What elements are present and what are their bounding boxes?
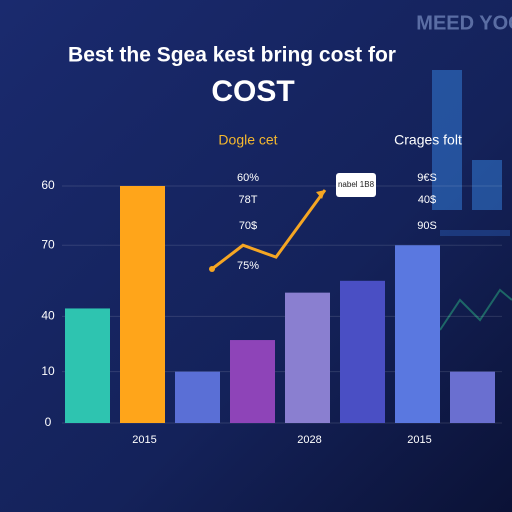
bar [395, 245, 440, 423]
line-point [209, 265, 215, 272]
background-text: MEED YOG [416, 12, 512, 34]
y-tick-label: 60 [41, 178, 55, 192]
y-tick-label: 10 [41, 364, 55, 378]
bar [285, 292, 330, 423]
x-tick-label: 2015 [132, 434, 156, 446]
bar [175, 371, 220, 423]
annotation: 78T [239, 194, 258, 206]
annotation-box [336, 173, 376, 197]
bar [230, 340, 275, 423]
annotation: nabel 1B8 [338, 180, 375, 189]
line-series [211, 189, 327, 271]
x-tick-label: 2028 [297, 434, 321, 446]
line-arrow [316, 189, 325, 199]
legend-entry: Dogle cet [218, 132, 277, 148]
chart-subtitle: COST [211, 75, 294, 108]
annotation: 60% [237, 172, 259, 184]
x-tick-label: 2015 [407, 434, 431, 446]
annotation: 70$ [239, 220, 257, 232]
background-decoration [432, 70, 512, 331]
bar [340, 280, 385, 423]
annotation: 9€S [417, 172, 437, 184]
bar [120, 186, 165, 423]
annotation: 90S [417, 220, 437, 232]
annotation: 40$ [418, 194, 436, 206]
chart-title: Best the Sgea kest bring cost for [68, 44, 396, 67]
y-tick-label: 0 [45, 415, 52, 429]
bar [450, 371, 495, 423]
annotation: 75% [237, 260, 259, 272]
y-tick-label: 40 [41, 309, 55, 323]
legend-entry: Crages folt [394, 132, 462, 148]
bar [65, 308, 110, 423]
y-tick-label: 70 [41, 237, 55, 251]
